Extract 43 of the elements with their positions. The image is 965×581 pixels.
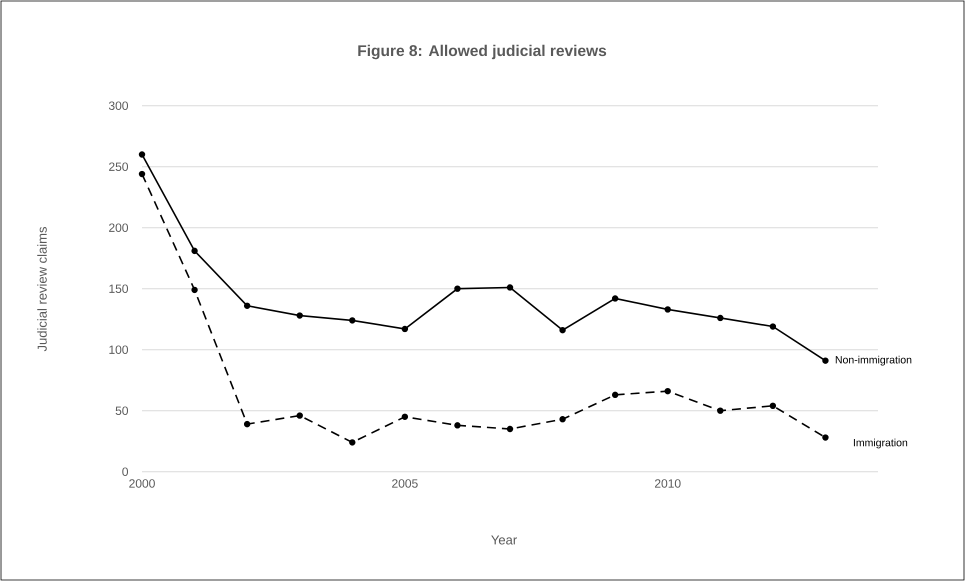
point bbox=[770, 402, 776, 410]
point bbox=[402, 326, 408, 332]
point bbox=[296, 412, 303, 419]
point bbox=[349, 317, 356, 324]
y-tick-label: 150 bbox=[109, 284, 128, 293]
x-tick-label: 2010 bbox=[654, 479, 681, 488]
point bbox=[506, 426, 514, 432]
point bbox=[138, 151, 146, 158]
point bbox=[612, 392, 618, 398]
point bbox=[191, 248, 198, 254]
point bbox=[454, 285, 461, 292]
chart-title: Figure 8: Allowed judicial reviews bbox=[358, 44, 606, 60]
point bbox=[296, 312, 303, 319]
y-tick-label: 50 bbox=[116, 406, 128, 415]
x-axis-title: Year bbox=[491, 535, 517, 545]
y-tick-label: 200 bbox=[109, 223, 128, 232]
y-tick-label: 100 bbox=[109, 345, 128, 354]
point bbox=[454, 422, 461, 429]
point bbox=[138, 170, 146, 178]
point bbox=[559, 416, 566, 422]
x-tick-label: 2000 bbox=[129, 479, 155, 488]
y-axis-title: Judicial review claims bbox=[37, 227, 47, 352]
point bbox=[244, 302, 250, 309]
point bbox=[770, 323, 776, 330]
point bbox=[244, 420, 250, 428]
point bbox=[612, 295, 618, 302]
x-tick-label: 2005 bbox=[392, 479, 418, 488]
point bbox=[506, 284, 514, 291]
text: Immigration bbox=[854, 438, 908, 448]
point bbox=[822, 434, 829, 441]
point bbox=[822, 357, 829, 364]
point bbox=[664, 306, 671, 313]
point bbox=[349, 439, 356, 446]
point bbox=[664, 388, 671, 394]
point bbox=[191, 286, 198, 294]
y-tick-label: 300 bbox=[108, 101, 128, 110]
series-label: Non-immigration bbox=[836, 356, 912, 366]
point bbox=[717, 314, 724, 322]
point bbox=[402, 414, 408, 420]
y-tick-label: 0 bbox=[122, 467, 128, 476]
y-tick-label: 250 bbox=[109, 162, 128, 171]
point bbox=[559, 326, 566, 334]
point bbox=[717, 407, 724, 414]
